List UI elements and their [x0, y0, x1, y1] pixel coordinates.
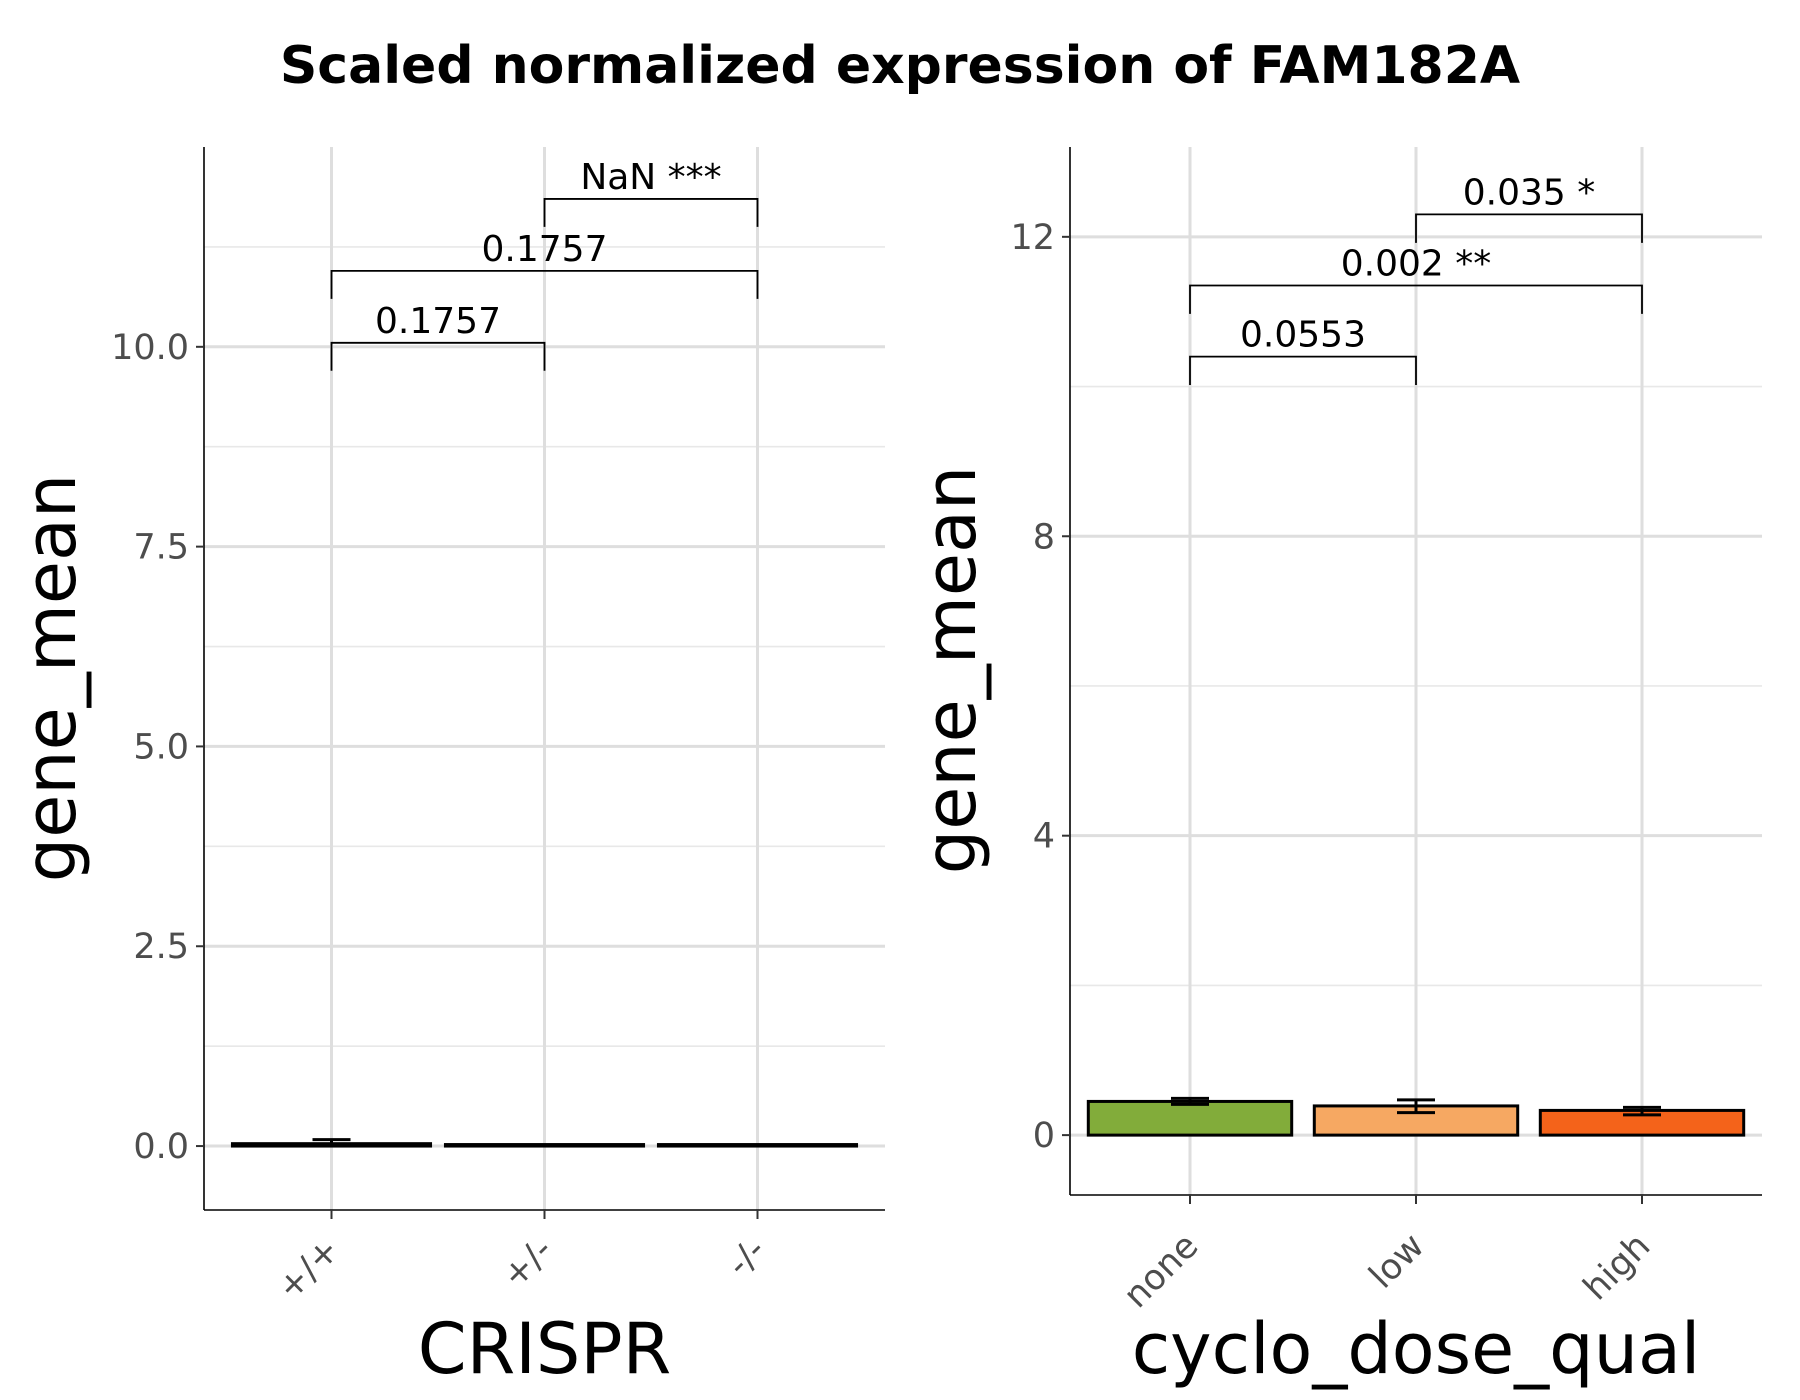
- bar-high: [1538, 1108, 1746, 1137]
- x-tick-label: none: [1116, 1226, 1206, 1316]
- error-bar-high: [1623, 1105, 1661, 1117]
- y-axis-title: gene_mean: [910, 466, 992, 874]
- significance-label: 0.035 *: [1463, 172, 1596, 213]
- significance-bracket: [330, 341, 546, 371]
- figure-title: Scaled normalized expression of FAM182A: [280, 36, 1520, 96]
- significance-bracket: [1189, 284, 1643, 314]
- bar-low: [1312, 1104, 1520, 1137]
- y-tick-label: 0.0: [133, 1127, 189, 1167]
- significance-bracket: [1415, 213, 1643, 243]
- significance-bracket: [543, 198, 759, 227]
- y-tick-label: 0: [1033, 1116, 1055, 1156]
- x-axis-title: CRISPR: [418, 1308, 671, 1390]
- significance-label: 0.002 **: [1341, 243, 1492, 284]
- significance-bracket: [330, 269, 759, 299]
- error-bar-+/+: [312, 1138, 351, 1148]
- x-tick-label: +/+: [270, 1230, 348, 1308]
- x-tick-label: -/-: [719, 1230, 773, 1284]
- x-tick-label: +/-: [495, 1230, 561, 1296]
- error-bar-low: [1397, 1098, 1435, 1115]
- x-tick-label: high: [1576, 1226, 1658, 1308]
- y-tick-label: 10.0: [111, 328, 189, 368]
- y-tick-label: 2.5: [133, 927, 189, 967]
- significance-label: 0.0553: [1240, 315, 1366, 356]
- y-tick-label: 8: [1033, 517, 1055, 557]
- error-bar-none: [1171, 1096, 1209, 1106]
- significance-label: 0.1757: [375, 301, 501, 342]
- y-tick-label: 12: [1010, 218, 1055, 258]
- y-tick-label: 5.0: [133, 727, 189, 767]
- x-tick-label: low: [1362, 1226, 1433, 1297]
- chart-panel-crispr: 0.1757 0.1757 NaN *** 0.0 2.5 5.0 7.5 10.0 +/+ +/…: [10, 147, 885, 1390]
- bar-none: [1086, 1099, 1294, 1137]
- y-tick-label: 4: [1033, 817, 1055, 857]
- y-tick-label: 7.5: [133, 528, 189, 568]
- x-axis-title: cyclo_dose_qual: [1132, 1308, 1701, 1390]
- y-axis-title: gene_mean: [10, 474, 92, 882]
- chart-panel-cyclo-dose: 0.0553 0.002 ** 0.035 * 0 4 8 12 none low highcyc…: [910, 147, 1762, 1390]
- significance-label: 0.1757: [482, 229, 608, 270]
- significance-bracket: [1189, 355, 1417, 386]
- significance-label: NaN ***: [580, 157, 721, 198]
